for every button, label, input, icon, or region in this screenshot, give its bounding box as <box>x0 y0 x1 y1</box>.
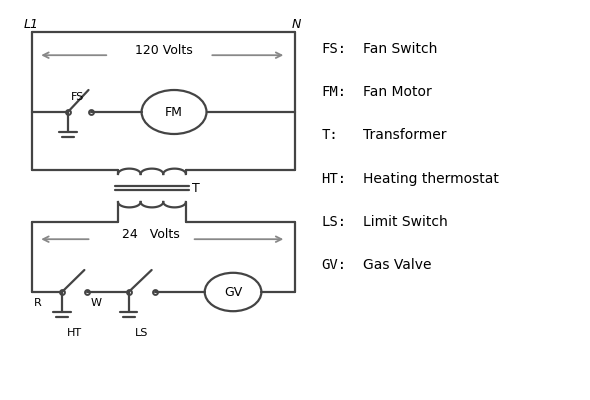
Text: L1: L1 <box>24 18 38 31</box>
Text: FM:: FM: <box>322 85 347 99</box>
Text: Fan Motor: Fan Motor <box>363 85 432 99</box>
Text: Gas Valve: Gas Valve <box>363 258 431 272</box>
Text: T:: T: <box>322 128 338 142</box>
Text: Fan Switch: Fan Switch <box>363 42 437 56</box>
Text: FS: FS <box>71 92 84 102</box>
Text: T: T <box>192 182 199 194</box>
Text: R: R <box>34 298 41 308</box>
Text: FS:: FS: <box>322 42 347 56</box>
Text: Transformer: Transformer <box>363 128 447 142</box>
Text: FM: FM <box>165 106 183 118</box>
Text: Limit Switch: Limit Switch <box>363 215 448 229</box>
Text: HT: HT <box>67 328 82 338</box>
Text: 24   Volts: 24 Volts <box>122 228 179 240</box>
Text: W: W <box>90 298 101 308</box>
Text: LS:: LS: <box>322 215 347 229</box>
Text: GV: GV <box>224 286 242 298</box>
Text: HT:: HT: <box>322 172 347 186</box>
Text: Heating thermostat: Heating thermostat <box>363 172 499 186</box>
Text: GV:: GV: <box>322 258 347 272</box>
Text: LS: LS <box>135 328 148 338</box>
Text: N: N <box>292 18 301 31</box>
Text: 120 Volts: 120 Volts <box>135 44 193 56</box>
